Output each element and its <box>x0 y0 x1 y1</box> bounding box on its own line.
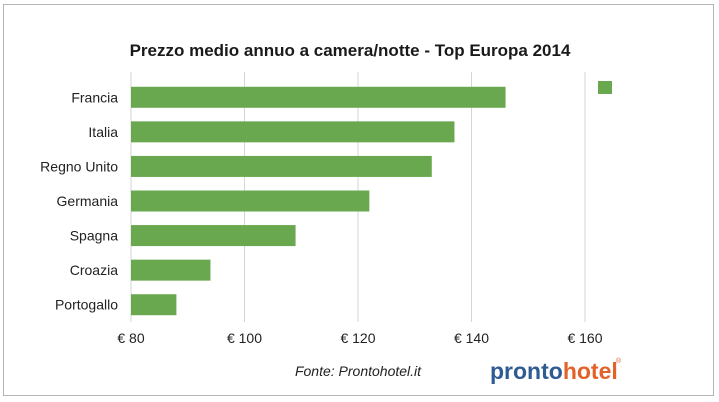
x-tick-labels: € 80 € 100 € 120 € 140 € 160 <box>117 330 602 346</box>
bar-croazia <box>131 259 211 281</box>
source-note: Fonte: Prontohotel.it <box>295 363 422 379</box>
x-tick-label: € 120 <box>340 330 375 346</box>
bar-regno-unito <box>131 155 432 177</box>
x-tick-label: € 80 <box>117 330 144 346</box>
logo-text-pronto: pronto <box>490 358 563 384</box>
chart-title: Prezzo medio annuo a camera/notte - Top … <box>130 41 571 60</box>
x-tick-label: € 160 <box>567 330 602 346</box>
bar-italia <box>131 121 455 143</box>
category-label: Francia <box>71 89 118 105</box>
bars <box>131 86 506 316</box>
bar-portogallo <box>131 294 177 316</box>
category-label: Regno Unito <box>40 158 118 174</box>
category-label: Croazia <box>70 262 118 278</box>
legend-swatch <box>598 81 612 94</box>
logo-registered-mark: ® <box>616 357 622 365</box>
category-label: Italia <box>88 124 118 140</box>
category-labels: Francia Italia Regno Unito Germania Spagna Cr… <box>40 89 118 312</box>
svg-text:prontohotel: prontohotel <box>490 358 618 384</box>
x-tick-label: € 100 <box>227 330 262 346</box>
x-tick-label: € 140 <box>454 330 489 346</box>
category-label: Spagna <box>70 228 118 244</box>
bar-francia <box>131 86 506 108</box>
logo-text-hotel: hotel <box>563 358 618 384</box>
prontohotel-logo: prontohotel ® <box>490 357 622 384</box>
category-label: Portogallo <box>55 297 118 313</box>
bar-germania <box>131 190 370 212</box>
category-label: Germania <box>57 193 119 209</box>
bar-spagna <box>131 225 296 247</box>
